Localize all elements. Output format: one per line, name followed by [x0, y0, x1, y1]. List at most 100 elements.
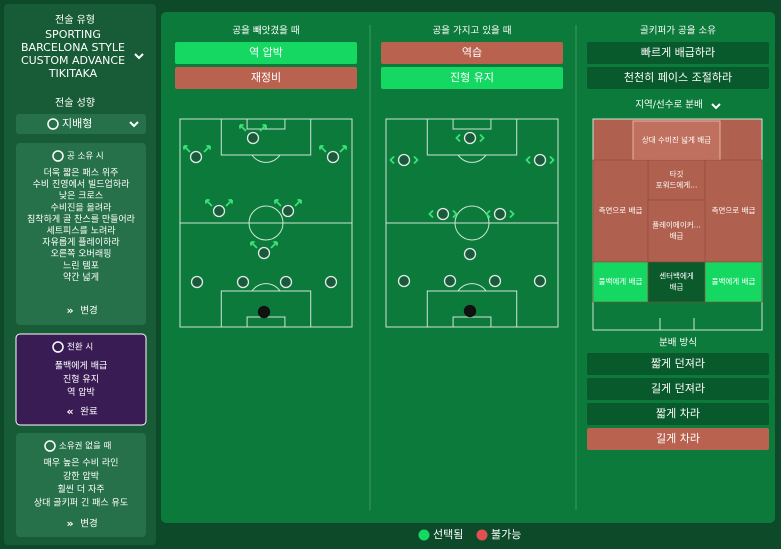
instruction-item: 느린 템포: [63, 259, 99, 271]
option-button[interactable]: [587, 42, 769, 64]
player: [281, 204, 295, 218]
option-button[interactable]: [381, 42, 563, 64]
style-label: 전술 유형: [55, 14, 95, 26]
player: [279, 275, 293, 289]
option-button[interactable]: [175, 67, 357, 89]
player: [533, 153, 547, 167]
style-name: CUSTOM ADVANCE: [21, 54, 125, 67]
pitch-line: [457, 154, 487, 163]
pitch-line: [457, 283, 487, 292]
icon: [47, 118, 59, 130]
player: [212, 204, 226, 218]
option-button[interactable]: [381, 67, 563, 89]
instruction-item: 풀백에게 배급: [55, 361, 108, 372]
player: [533, 274, 547, 288]
player: [397, 153, 411, 167]
pitch-line: [452, 118, 492, 130]
chevron: [711, 103, 721, 110]
method-button[interactable]: [587, 378, 769, 400]
style-name: BARCELONA STYLE: [21, 41, 125, 54]
icon: [44, 440, 56, 452]
distribution-zone[interactable]: [592, 261, 649, 303]
zone-label: 플레이메이커...: [652, 220, 701, 230]
distribution-zone[interactable]: [647, 199, 706, 263]
player: [324, 275, 338, 289]
player: [246, 131, 260, 145]
distribution-zone[interactable]: [592, 159, 649, 263]
style-name: SPORTING: [45, 28, 101, 41]
player: [493, 207, 507, 221]
option-button[interactable]: [175, 42, 357, 64]
player-arrow: [294, 199, 302, 207]
zone-label: 풀백에게 배급: [599, 276, 643, 286]
zone-label: 센터백에게: [659, 271, 694, 281]
zone-label: 측면으로 배급: [712, 205, 756, 215]
distribution-zone[interactable]: [647, 159, 706, 201]
player: [257, 305, 271, 319]
player-arrow: [225, 199, 233, 207]
method-button[interactable]: [587, 403, 769, 425]
method-button[interactable]: [587, 353, 769, 375]
style-name: TIKITAKA: [48, 67, 98, 80]
option-label: 역습: [462, 46, 482, 59]
instruction-item: 진형 유지: [63, 374, 99, 385]
legend-label: 불가능: [491, 528, 521, 541]
distribution-zone[interactable]: [704, 159, 763, 263]
mentality-dropdown[interactable]: [16, 114, 146, 134]
pitch-line: [251, 283, 281, 292]
player-arrow: [319, 145, 327, 153]
player: [190, 275, 204, 289]
instruction-item: 침착하게 골 찬스를 만들어라: [27, 214, 136, 225]
player-arrow: [339, 145, 347, 153]
mentality-label: 전술 성향: [55, 97, 95, 109]
option-label: 재정비: [251, 71, 281, 84]
distribution-zone[interactable]: [632, 120, 721, 161]
option-label: 역 압박: [249, 46, 283, 59]
player-arrow: [274, 199, 282, 207]
distribution-zone[interactable]: [704, 261, 763, 303]
chevron: [129, 121, 139, 128]
instruction-item: 자유롭게 플레이하라: [42, 237, 120, 248]
instruction-item: 강한 압박: [63, 470, 99, 482]
zone-label: 배급: [670, 283, 684, 292]
player-arrow: [203, 145, 211, 153]
button-icon: »: [66, 517, 73, 530]
player-arrow: [250, 241, 258, 249]
panel-button-label: 변경: [80, 518, 97, 530]
option-button[interactable]: [587, 67, 769, 89]
panel-title: 공 소유 시: [67, 152, 104, 162]
player-arrow: [452, 209, 458, 219]
player: [463, 131, 477, 145]
player-arrow: [183, 145, 191, 153]
pitch-line: [246, 118, 286, 130]
player-arrow: [259, 124, 267, 132]
method-label: 짧게 던져라: [651, 356, 705, 370]
player: [436, 207, 450, 221]
legend-dot: [476, 529, 488, 541]
player: [463, 247, 477, 261]
player-arrow: [205, 199, 213, 207]
zone-label: 타깃: [670, 169, 684, 179]
instruction-panel: [15, 333, 147, 426]
instruction-item: 약간 넓게: [63, 271, 99, 283]
method-label: 짧게 차라: [656, 406, 700, 420]
player-arrow: [549, 155, 555, 165]
option-label: 진형 유지: [450, 71, 494, 84]
instruction-item: 수비진을 올려라: [51, 202, 113, 213]
instruction-item: 더욱 짧은 패스 위주: [44, 167, 119, 179]
player-arrow: [239, 124, 247, 132]
zone-label: 상대 수비진 넓게 배급: [642, 135, 711, 145]
method-button[interactable]: [587, 428, 769, 450]
method-label: 길게 차라: [656, 432, 700, 445]
instruction-item: 수비 진영에서 빌드업하라: [33, 179, 131, 190]
zone-label: 측면으로 배급: [599, 205, 643, 215]
method-label: 길게 던져라: [651, 382, 705, 395]
legend-dot: [418, 529, 430, 541]
player-arrow: [455, 133, 461, 143]
option-label: 천천히 페이스 조절하라: [624, 70, 732, 84]
player: [488, 274, 502, 288]
chevron: [134, 53, 144, 60]
player: [236, 275, 250, 289]
button-icon: «: [66, 405, 73, 418]
